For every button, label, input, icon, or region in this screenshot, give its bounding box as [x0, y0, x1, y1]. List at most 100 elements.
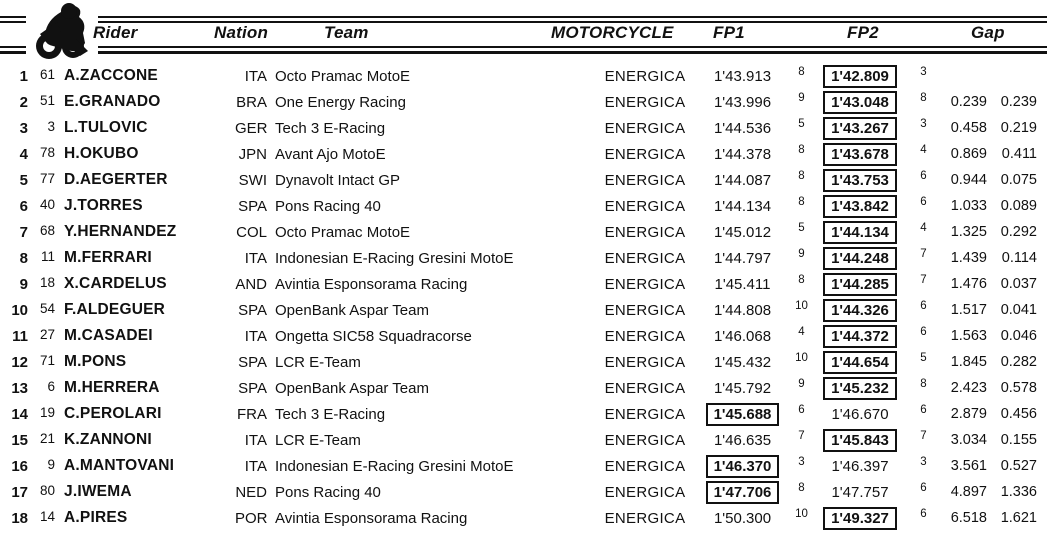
position-cell: 9 — [19, 275, 28, 293]
gap-to-first-cell: 3.561 — [950, 458, 987, 474]
rider-name-cell: J.TORRES — [64, 197, 143, 214]
column-header-fp2: FP2 — [847, 23, 879, 42]
fp1-time: 1'45.792 — [713, 379, 772, 397]
rider-number-cell: 6 — [47, 378, 55, 394]
gap-to-first-cell: 3.034 — [950, 432, 987, 448]
fp2-time-cell: 1'43.267 — [818, 116, 902, 140]
nation-cell: ITA — [244, 457, 267, 475]
rider-number-cell: 51 — [39, 92, 55, 108]
fp1-time: 1'45.411 — [714, 275, 771, 293]
table-row: 14 19 C.PEROLARI FRA Tech 3 E-Racing ENE… — [0, 401, 1047, 427]
fp2-laps-cell: 8 — [920, 378, 927, 390]
fp1-laps-cell: 8 — [798, 66, 805, 78]
gap-to-previous-cell: 0.292 — [1000, 224, 1037, 240]
fp1-time-cell: 1'44.087 — [700, 169, 785, 192]
table-row: 17 80 J.IWEMA NED Pons Racing 40 ENERGIC… — [0, 479, 1047, 505]
team-cell: OpenBank Aspar Team — [275, 379, 429, 397]
header-bottom-rule-1 — [0, 46, 1047, 48]
fp2-time-cell: 1'49.327 — [818, 506, 902, 530]
column-header-gap: Gap — [971, 23, 1005, 42]
gap-to-first-cell: 2.879 — [950, 406, 987, 422]
table-row: 4 78 H.OKUBO JPN Avant Ajo MotoE ENERGIC… — [0, 141, 1047, 167]
fp1-time: 1'44.134 — [713, 197, 772, 215]
fp2-time-cell: 1'43.753 — [818, 168, 902, 192]
fp2-laps-cell: 6 — [920, 170, 927, 182]
table-row: 1 61 A.ZACCONE ITA Octo Pramac MotoE ENE… — [0, 63, 1047, 89]
motorcycle-cell: ENERGICA — [604, 249, 686, 267]
fp2-time: 1'43.678 — [823, 142, 897, 166]
gap-to-previous-cell: 0.041 — [1000, 302, 1037, 318]
team-cell: Avintia Esponsorama Racing — [275, 275, 468, 293]
nation-cell: BRA — [236, 93, 267, 111]
fp2-time: 1'45.232 — [823, 376, 897, 400]
rider-name-cell: E.GRANADO — [64, 93, 161, 110]
rider-name-cell: X.CARDELUS — [64, 275, 167, 292]
position-cell: 12 — [11, 353, 28, 371]
team-cell: OpenBank Aspar Team — [275, 301, 429, 319]
position-cell: 6 — [19, 197, 28, 215]
team-cell: Indonesian E-Racing Gresini MotoE — [275, 457, 514, 475]
fp1-time-cell: 1'44.134 — [700, 195, 785, 218]
nation-cell: ITA — [244, 67, 267, 85]
fp2-laps-cell: 7 — [920, 248, 927, 260]
fp2-time: 1'44.285 — [823, 272, 897, 296]
position-cell: 5 — [19, 171, 28, 189]
team-cell: Pons Racing 40 — [275, 197, 381, 215]
nation-cell: SPA — [238, 197, 267, 215]
fp2-time-cell: 1'46.670 — [818, 403, 902, 426]
gap-to-first-cell: 4.897 — [950, 484, 987, 500]
results-rows: 1 61 A.ZACCONE ITA Octo Pramac MotoE ENE… — [0, 63, 1047, 531]
position-cell: 10 — [11, 301, 28, 319]
column-header-nation: Nation — [214, 23, 269, 42]
fp2-laps-cell: 8 — [920, 92, 927, 104]
rider-number-cell: 21 — [39, 430, 55, 446]
fp1-time-cell: 1'50.300 — [700, 507, 785, 530]
team-cell: One Energy Racing — [275, 93, 406, 111]
motorcycle-cell: ENERGICA — [604, 353, 686, 371]
motorcycle-cell: ENERGICA — [604, 223, 686, 241]
gap-to-first-cell: 0.869 — [950, 146, 987, 162]
fp2-laps-cell: 3 — [920, 456, 927, 468]
gap-to-previous-cell: 0.219 — [1000, 120, 1037, 136]
header-bottom-rule-2 — [0, 51, 1047, 54]
fp2-time-cell: 1'44.326 — [818, 298, 902, 322]
column-header-motorcycle: MOTORCYCLE — [551, 23, 674, 42]
fp2-time-cell: 1'44.285 — [818, 272, 902, 296]
fp1-time: 1'46.635 — [713, 431, 772, 449]
fp1-time-cell: 1'43.996 — [700, 91, 785, 114]
motorcycle-cell: ENERGICA — [604, 145, 686, 163]
rider-number-cell: 68 — [39, 222, 55, 238]
fp1-laps-cell: 8 — [798, 196, 805, 208]
fp1-time-cell: 1'44.378 — [700, 143, 785, 166]
fp1-laps-cell: 5 — [798, 118, 805, 130]
gap-to-previous-cell: 0.282 — [1000, 354, 1037, 370]
position-cell: 3 — [19, 119, 28, 137]
fp1-laps-cell: 8 — [798, 170, 805, 182]
nation-cell: ITA — [244, 249, 267, 267]
fp1-time: 1'44.536 — [713, 119, 772, 137]
gap-to-first-cell: 0.239 — [950, 94, 987, 110]
rider-number-cell: 27 — [39, 326, 55, 342]
rider-name-cell: D.AEGERTER — [64, 171, 168, 188]
team-cell: Octo Pramac MotoE — [275, 67, 411, 85]
rider-number-cell: 71 — [39, 352, 55, 368]
motorcycle-cell: ENERGICA — [604, 171, 686, 189]
gap-to-first-cell: 1.845 — [950, 354, 987, 370]
fp1-time: 1'43.913 — [713, 67, 772, 85]
header-top-rule-2 — [0, 21, 1047, 23]
nation-cell: FRA — [237, 405, 267, 423]
position-cell: 16 — [11, 457, 28, 475]
fp1-time-cell: 1'45.012 — [700, 221, 785, 244]
nation-cell: SWI — [238, 171, 267, 189]
fp2-time-cell: 1'43.842 — [818, 194, 902, 218]
fp1-laps-cell: 9 — [798, 92, 805, 104]
motorcycle-cell: ENERGICA — [604, 197, 686, 215]
fp1-laps-cell: 5 — [798, 222, 805, 234]
fp2-time-cell: 1'45.232 — [818, 376, 902, 400]
rider-number-cell: 78 — [39, 144, 55, 160]
table-row: 5 77 D.AEGERTER SWI Dynavolt Intact GP E… — [0, 167, 1047, 193]
fp2-laps-cell: 6 — [920, 508, 927, 520]
fp1-time: 1'45.688 — [705, 402, 780, 426]
fp1-time-cell: 1'44.797 — [700, 247, 785, 270]
